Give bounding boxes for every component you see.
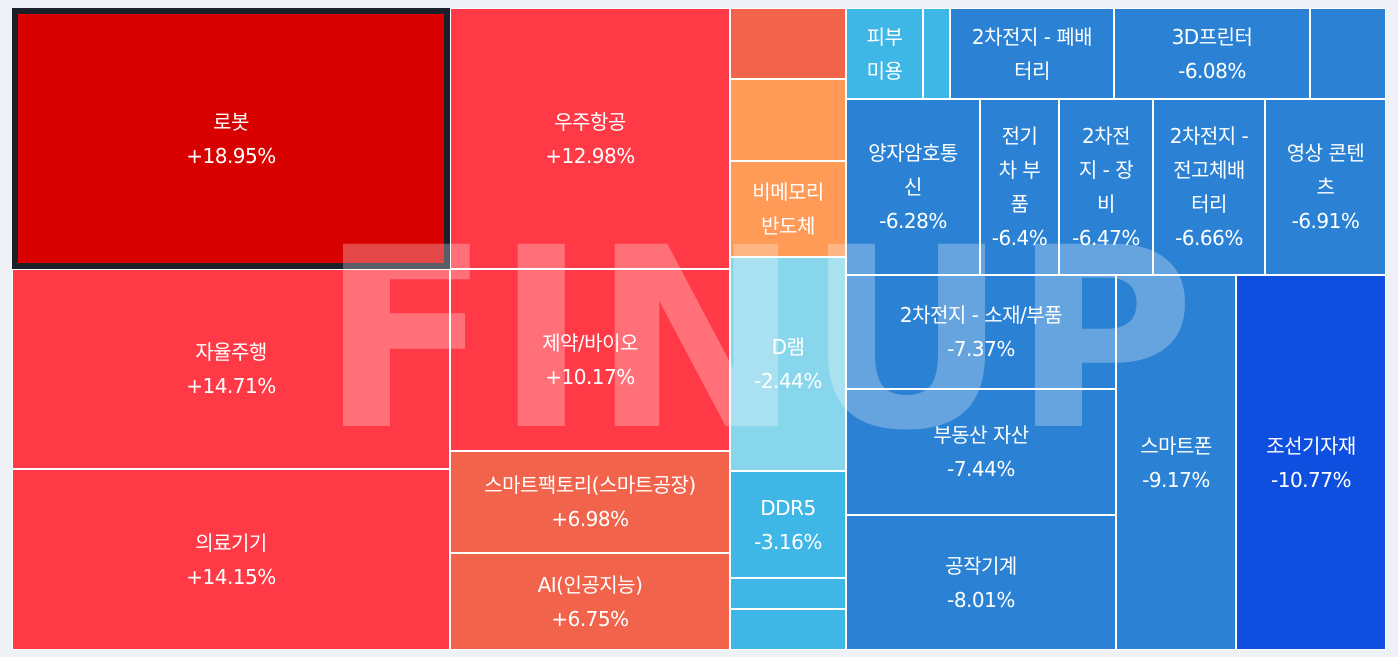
tile-unlabeled-15[interactable] (923, 8, 950, 99)
tile-value: -6.4% (991, 226, 1048, 250)
tile-우주항공[interactable]: 우주항공 +12.98% (450, 8, 730, 269)
tile-label: 반도체 (761, 214, 815, 238)
tile-label: 신 (904, 175, 922, 199)
tile-value: -3.16% (754, 529, 822, 554)
tile-ddr5[interactable]: DDR5 -3.16% (730, 471, 846, 578)
tile-unlabeled-18[interactable] (1310, 8, 1386, 99)
tile-value: -6.28% (879, 209, 947, 233)
tile-unlabeled-12[interactable] (730, 578, 846, 609)
tile-label: 양자암호통 (868, 141, 958, 165)
tile-value: -7.37% (947, 337, 1015, 361)
tile-3d프린터[interactable]: 3D프린터 -6.08% (1114, 8, 1310, 99)
tile-label: 제약/바이오 (542, 331, 638, 355)
tile-label: 미용 (866, 58, 903, 83)
tile-label: DDR5 (760, 495, 816, 520)
tile-value: +6.75% (551, 606, 629, 631)
tile-label: 로봇 (213, 109, 249, 134)
tile-스마트폰[interactable]: 스마트폰 -9.17% (1116, 275, 1236, 650)
tile-label: AI(인공지능) (537, 572, 643, 597)
tile-label: 츠 (1316, 175, 1335, 199)
tile-value: +18.95% (186, 143, 276, 168)
tile-value: +14.15% (186, 564, 276, 589)
tile-value: -8.01% (947, 587, 1015, 612)
tile-label: 전고체배 (1173, 158, 1245, 182)
tile-value: -6.91% (1291, 209, 1360, 233)
tile-label: 비 (1097, 192, 1115, 216)
tile-value: -9.17% (1142, 467, 1210, 492)
tile-label: 전기 (1001, 124, 1038, 148)
tile-value: +10.17% (545, 365, 635, 389)
tile-label: 의료기기 (195, 530, 267, 555)
tile-자율주행[interactable]: 자율주행 +14.71% (12, 269, 450, 469)
tile-2차전지-소재-부품[interactable]: 2차전지 - 소재/부품 -7.37% (846, 275, 1116, 389)
tile-스마트팩토리-스마트공장[interactable]: 스마트팩토리(스마트공장) +6.98% (450, 451, 730, 553)
tile-label: 우주항공 (554, 109, 626, 134)
tile-label: 품 (1010, 192, 1029, 216)
tile-label: 2차전지 - 소재/부품 (899, 303, 1063, 327)
tile-공작기계[interactable]: 공작기계 -8.01% (846, 515, 1116, 650)
tile-label: 차 부 (998, 158, 1041, 182)
tile-value: -6.08% (1178, 58, 1246, 83)
tile-unlabeled-8[interactable] (730, 79, 846, 161)
tile-label: 2차전 (1081, 124, 1131, 148)
tile-value: -6.47% (1072, 226, 1140, 250)
tile-label: 자율주행 (195, 340, 267, 364)
tile-value: +14.71% (186, 374, 276, 398)
tile-label: 공작기계 (945, 553, 1017, 578)
tile-value: +6.98% (551, 507, 629, 531)
tile-value: -10.77% (1271, 467, 1351, 492)
tile-조선기자재[interactable]: 조선기자재 -10.77% (1236, 275, 1386, 650)
tile-label: 3D프린터 (1171, 24, 1253, 49)
tile-label: 영상 콘텐 (1286, 141, 1365, 165)
tile-label: 터리 (1014, 58, 1050, 83)
tile-ai-인공지능[interactable]: AI(인공지능) +6.75% (450, 553, 730, 650)
tile-label: 피부 (866, 24, 903, 49)
tile-label: 2차전지 - 폐배 (971, 24, 1093, 49)
tile-로봇[interactable]: 로봇 +18.95% (12, 8, 450, 269)
tile-제약-바이오[interactable]: 제약/바이오 +10.17% (450, 269, 730, 451)
tile-d램[interactable]: D램 -2.44% (730, 257, 846, 471)
tile-label: 터리 (1191, 192, 1227, 216)
tile-value: -6.66% (1175, 226, 1243, 250)
tile-label: D램 (771, 335, 805, 359)
tile-label: 스마트폰 (1140, 433, 1212, 458)
tile-의료기기[interactable]: 의료기기 +14.15% (12, 469, 450, 650)
tile-value: +12.98% (545, 143, 635, 168)
tile-label: 조선기자재 (1266, 433, 1356, 458)
tile-부동산-자산[interactable]: 부동산 자산 -7.44% (846, 389, 1116, 515)
tile-label: 스마트팩토리(스마트공장) (484, 473, 696, 497)
tile-label: 비메모리 (752, 180, 824, 204)
tile-label: 2차전지 - (1169, 124, 1249, 148)
tile-label: 부동산 자산 (933, 423, 1029, 447)
tile-unlabeled-13[interactable] (730, 609, 846, 650)
tile-unlabeled-7[interactable] (730, 8, 846, 79)
tile-value: -7.44% (947, 457, 1015, 481)
tile-label: 지 - 장 (1078, 158, 1134, 182)
tile-value: -2.44% (754, 369, 822, 393)
